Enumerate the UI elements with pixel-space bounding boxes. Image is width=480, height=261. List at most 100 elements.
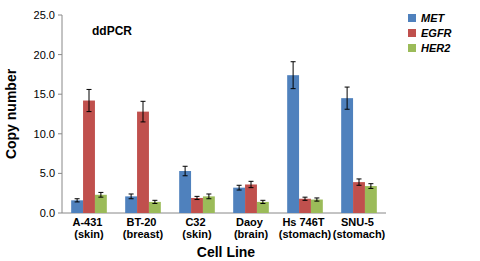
x-tick-label-line: (skin) [182, 228, 212, 240]
error-cap [152, 203, 157, 204]
error-cap [237, 185, 242, 186]
bar [203, 196, 215, 213]
y-tick-label: 20.0 [34, 49, 55, 61]
y-tick [58, 94, 62, 95]
error-bar [237, 185, 242, 190]
x-tick-label: BT-20 (breast) [123, 216, 164, 240]
error-cap [98, 192, 103, 193]
error-cap [357, 185, 362, 186]
error-cap [303, 200, 308, 201]
error-stem [251, 181, 252, 187]
chart-container: 0.05.010.015.020.025.0A-431 (skin)BT-20 … [0, 0, 480, 261]
error-cap [249, 181, 254, 182]
legend-label: MET [421, 12, 446, 24]
bar [287, 75, 299, 213]
bar [149, 202, 161, 213]
error-bar [195, 196, 200, 199]
x-tick-label: Daoy (brain) [234, 216, 269, 240]
error-stem [239, 185, 240, 190]
x-axis [62, 213, 386, 214]
error-cap [141, 121, 146, 122]
error-cap [345, 87, 350, 88]
x-tick-label-line: (stomach) [279, 228, 332, 240]
y-tick [58, 133, 62, 134]
legend-swatch [408, 44, 416, 52]
error-cap [98, 197, 103, 198]
bar [233, 188, 245, 213]
y-tick-label: 10.0 [34, 128, 55, 140]
error-bar [129, 194, 134, 199]
error-bar [75, 199, 80, 202]
bar [179, 171, 191, 213]
legend-swatch [408, 29, 416, 37]
error-bar [206, 194, 211, 199]
legend-label: HER2 [421, 42, 450, 54]
error-stem [208, 194, 209, 199]
x-tick-label-line: A-431 [72, 216, 105, 228]
x-tick-label-line: BT-20 [126, 216, 159, 228]
error-cap [75, 198, 80, 199]
x-tick-label-line: (skin) [74, 228, 104, 240]
chart-svg: 0.05.010.015.020.025.0A-431 (skin)BT-20 … [0, 0, 480, 261]
y-tick [58, 54, 62, 55]
error-bar [314, 198, 319, 201]
bar [299, 199, 311, 213]
error-bar [303, 197, 308, 200]
error-cap [129, 198, 134, 199]
error-cap [260, 200, 265, 201]
error-cap [206, 198, 211, 199]
error-cap [152, 200, 157, 201]
error-stem [370, 184, 371, 189]
bar [245, 184, 257, 213]
x-tick-label-line: SNU-5 [341, 216, 377, 228]
error-cap [129, 193, 134, 194]
bar [311, 200, 323, 213]
error-bar [368, 184, 373, 189]
bar [353, 182, 365, 213]
error-bar [98, 192, 103, 197]
legend-swatch [408, 14, 416, 22]
x-tick-label-line: (breast) [123, 228, 164, 240]
x-tick-label: SNU-5 (stomach) [333, 216, 386, 240]
error-stem [293, 62, 294, 89]
y-tick [58, 15, 62, 16]
error-bar [141, 101, 146, 122]
legend-label: EGFR [421, 27, 452, 39]
chart-title: ddPCR [92, 24, 132, 38]
error-cap [195, 196, 200, 197]
y-tick-label: 5.0 [40, 167, 55, 179]
error-cap [368, 188, 373, 189]
error-cap [87, 111, 92, 112]
error-bar [183, 166, 188, 176]
error-cap [183, 166, 188, 167]
error-stem [143, 101, 144, 122]
y-axis-label: Copy number [3, 68, 19, 159]
y-tick-label: 0.0 [40, 207, 55, 219]
error-cap [206, 193, 211, 194]
y-tick-label: 25.0 [34, 9, 55, 21]
error-stem [100, 192, 101, 197]
x-tick-label-line: C32 [185, 216, 208, 228]
error-cap [260, 203, 265, 204]
bar [341, 98, 353, 213]
x-axis-label: Cell Line [197, 244, 256, 260]
error-cap [357, 178, 362, 179]
error-cap [291, 88, 296, 89]
error-bar [260, 200, 265, 203]
y-tick [58, 213, 62, 214]
error-bar [345, 87, 350, 109]
bar [125, 196, 137, 213]
x-tick-label-line: (brain) [234, 228, 269, 240]
x-tick-label-line: Daoy [236, 216, 266, 228]
bar [191, 198, 203, 213]
y-tick [58, 173, 62, 174]
error-cap [75, 201, 80, 202]
error-bars [75, 62, 374, 204]
y-axis [62, 15, 63, 213]
bar [257, 202, 269, 213]
error-cap [195, 199, 200, 200]
error-bar [87, 89, 92, 111]
bar [71, 200, 83, 213]
bar [137, 112, 149, 213]
error-bar [357, 179, 362, 185]
